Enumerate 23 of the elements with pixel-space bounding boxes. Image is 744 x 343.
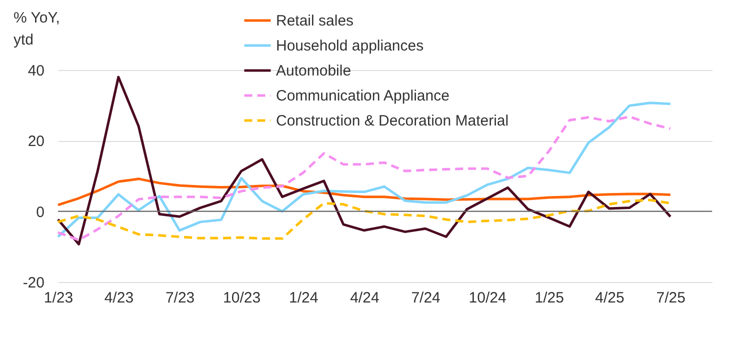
x-tick-label: 4/23 [104, 290, 134, 306]
y-tick-label: -20 [22, 274, 44, 292]
y-tick-label: 40 [28, 62, 44, 80]
x-tick-label: 7/23 [165, 290, 195, 306]
x-tick-label: 1/23 [44, 290, 74, 306]
y-tick-label: 0 [36, 204, 44, 221]
line-series [56, 76, 672, 246]
x-tick-label: 10/23 [223, 290, 261, 306]
y-tick-label: 20 [28, 133, 44, 150]
x-tick-label: 4/25 [595, 290, 624, 306]
y-axis-title: % YoY, ytd [14, 10, 60, 48]
line-series [56, 198, 672, 240]
legend-label: Retail sales [276, 12, 354, 30]
legend-label: Household appliances [276, 38, 424, 54]
x-tick-label: 7/25 [656, 290, 686, 306]
x-tick-label: 7/24 [411, 290, 440, 306]
legend-label: Construction & Decoration Material [276, 112, 509, 130]
x-tick-label: 4/24 [350, 290, 380, 306]
legend-label: Communication Appliance [276, 88, 450, 104]
legend-label: Automobile [276, 62, 352, 80]
x-tick-label: 1/24 [288, 290, 318, 306]
x-tick-label: 1/25 [534, 290, 564, 306]
x-tick-label: 10/24 [468, 290, 506, 306]
